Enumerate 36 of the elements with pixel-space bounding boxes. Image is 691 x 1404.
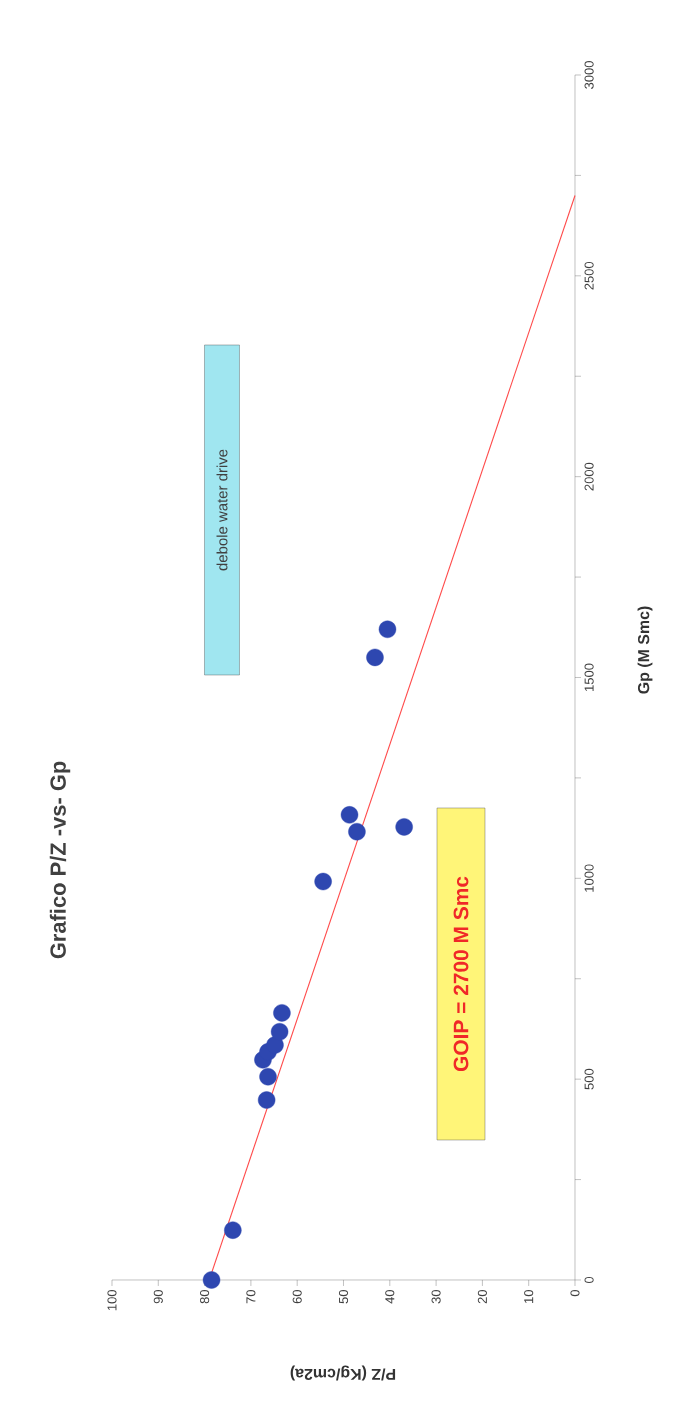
x-tick-label: 40 — [385, 1290, 395, 1304]
x-tick-label: 70 — [246, 1290, 256, 1304]
annotation: debole water drive — [216, 449, 228, 571]
point — [224, 1221, 242, 1239]
point — [202, 1271, 221, 1289]
point — [257, 1091, 276, 1109]
y-axis-title: Gp (M Smc) — [637, 606, 653, 694]
y-tick-label: 0 — [584, 1276, 594, 1284]
point — [378, 620, 397, 638]
x-tick-label: 20 — [477, 1290, 487, 1304]
y-tick-label: 500 — [584, 1068, 594, 1090]
x-tick-label: 90 — [153, 1290, 163, 1304]
x-tick-label: 60 — [292, 1290, 302, 1304]
y-tick-label: 2000 — [584, 462, 594, 491]
point — [273, 1004, 291, 1022]
y-tick-label: 3000 — [584, 61, 594, 89]
annotation: GOIP = 2700 M Smc — [453, 876, 469, 1072]
point — [366, 648, 384, 667]
y-tick-label: 1500 — [584, 663, 594, 691]
point — [314, 872, 332, 891]
point — [340, 806, 359, 824]
x-tick-label: 80 — [200, 1290, 210, 1304]
point — [259, 1068, 277, 1086]
point — [395, 818, 413, 836]
x-axis-title: P/Z (Kg/cm2a) — [290, 1365, 396, 1381]
x-tick-label: 50 — [338, 1290, 349, 1304]
point — [270, 1023, 289, 1041]
y-tick-label: 2500 — [584, 261, 594, 290]
x-tick-label: 0 — [570, 1290, 580, 1297]
x-tick-label: 10 — [524, 1290, 534, 1303]
text: Grafico P/Z -vs- Gp — [49, 761, 71, 959]
point — [348, 823, 366, 841]
x-tick-label: 30 — [431, 1290, 441, 1304]
point — [266, 1036, 284, 1054]
y-tick-label: 1000 — [584, 864, 594, 892]
x-tick-label: 100 — [107, 1290, 117, 1311]
